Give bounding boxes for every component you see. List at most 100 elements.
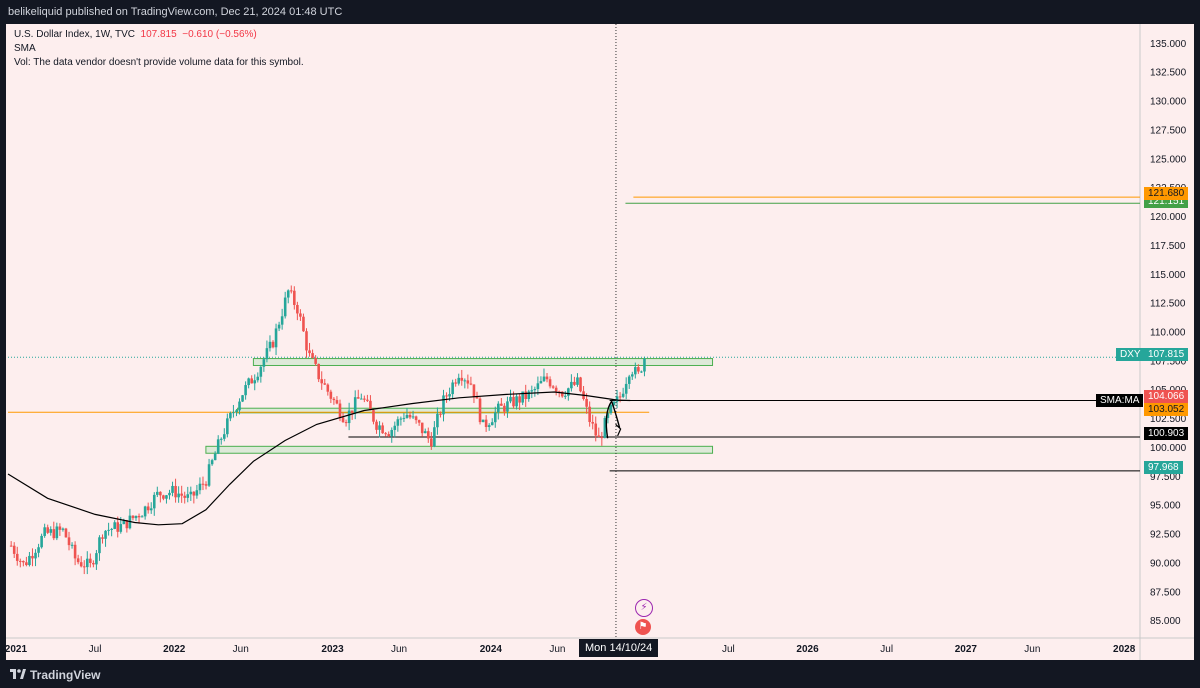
candle-body bbox=[509, 396, 512, 402]
candle-body bbox=[165, 495, 168, 499]
publisher-bar: belikeliquid published on TradingView.co… bbox=[0, 0, 1200, 24]
candle-body bbox=[463, 380, 467, 382]
candle-body bbox=[210, 460, 214, 465]
candle-body bbox=[530, 390, 534, 392]
candle-body bbox=[180, 493, 183, 496]
candle-body bbox=[207, 464, 211, 486]
candle-body bbox=[570, 381, 573, 389]
candle-body bbox=[466, 380, 470, 384]
candle-body bbox=[454, 382, 457, 384]
candle-body bbox=[387, 434, 391, 437]
candle-body bbox=[579, 377, 582, 392]
candle-body bbox=[393, 425, 397, 430]
candle-body bbox=[621, 393, 625, 397]
price-tick-label: 92.500 bbox=[1150, 530, 1181, 541]
candle-body bbox=[247, 378, 250, 386]
candle-body bbox=[95, 553, 98, 565]
candle-body bbox=[256, 376, 260, 381]
hand-drawn-arrow bbox=[605, 399, 621, 439]
candle-body bbox=[198, 483, 202, 491]
us-flag-event-icon[interactable]: ⚑ bbox=[635, 619, 651, 635]
candle-body bbox=[201, 483, 205, 485]
legend-last-price: 107.815 bbox=[140, 29, 177, 40]
candle-body bbox=[305, 331, 308, 351]
time-tick-label: Jun bbox=[233, 644, 249, 655]
candle-body bbox=[347, 410, 351, 424]
time-tick-label: 2021 bbox=[5, 644, 28, 655]
candle-body bbox=[548, 379, 552, 387]
candle-body bbox=[630, 374, 634, 377]
candle-body bbox=[186, 494, 190, 498]
candle-body bbox=[189, 491, 193, 495]
candle-body bbox=[521, 391, 524, 403]
candle-body bbox=[426, 431, 430, 439]
time-tick-label: 2027 bbox=[955, 644, 978, 655]
candle-body bbox=[390, 429, 394, 437]
legend-indicator[interactable]: SMA bbox=[14, 43, 36, 54]
candle-body bbox=[353, 397, 357, 414]
candle-body bbox=[113, 522, 116, 529]
candle-body bbox=[177, 493, 180, 498]
publisher-line: belikeliquid published on TradingView.co… bbox=[8, 6, 343, 18]
candle-body bbox=[381, 425, 384, 434]
candle-body bbox=[478, 398, 482, 423]
candle-body bbox=[299, 313, 302, 317]
time-tick-label: 2028 bbox=[1113, 644, 1136, 655]
candle-body bbox=[612, 401, 616, 405]
candle-body bbox=[384, 433, 387, 435]
candle-body bbox=[539, 381, 543, 384]
time-tick-label: Jul bbox=[89, 644, 102, 655]
price-tick-label: 95.000 bbox=[1150, 501, 1181, 512]
hand-drawn-arrowhead bbox=[615, 423, 622, 437]
candle-body bbox=[436, 413, 439, 428]
candle-body bbox=[323, 383, 327, 385]
candle-body bbox=[241, 395, 244, 402]
tradingview-logo-icon bbox=[10, 669, 26, 679]
candle-body bbox=[594, 423, 598, 436]
lightning-event-icon[interactable]: ⚡ bbox=[635, 599, 653, 617]
candle-body bbox=[31, 555, 34, 559]
candle-body bbox=[131, 515, 135, 519]
candle-body bbox=[567, 388, 570, 396]
candle-body bbox=[417, 420, 421, 423]
candle-body bbox=[615, 396, 619, 402]
candle-body bbox=[503, 405, 506, 412]
candle-body bbox=[332, 398, 336, 401]
candle-body bbox=[12, 545, 16, 554]
candle-body bbox=[171, 485, 174, 493]
candle-body bbox=[79, 562, 83, 567]
candle-body bbox=[213, 453, 217, 461]
candle-body bbox=[573, 381, 576, 385]
candle-body bbox=[34, 552, 37, 559]
candle-body bbox=[448, 394, 451, 397]
candle-body bbox=[283, 297, 287, 317]
candle-body bbox=[271, 341, 275, 348]
candle-body bbox=[643, 358, 646, 372]
candle-body bbox=[640, 371, 643, 373]
candle-body bbox=[152, 494, 156, 509]
level-97-tag: 97.968 bbox=[1144, 461, 1183, 474]
candle-body bbox=[515, 396, 518, 407]
time-tick-label: Jun bbox=[1024, 644, 1040, 655]
candle-body bbox=[43, 527, 46, 536]
price-tick-label: 120.000 bbox=[1150, 212, 1187, 223]
candle-body bbox=[232, 412, 235, 414]
candle-body bbox=[192, 491, 196, 496]
chart-area[interactable] bbox=[6, 24, 1194, 660]
brand-name: TradingView bbox=[30, 668, 101, 682]
candle-body bbox=[226, 418, 229, 435]
candle-body bbox=[591, 422, 594, 424]
candle-body bbox=[28, 555, 31, 566]
candle-body bbox=[451, 382, 454, 395]
candle-body bbox=[405, 414, 409, 418]
footer-bar: TradingView bbox=[0, 660, 1200, 688]
candle-body bbox=[420, 422, 424, 434]
price-tick-label: 125.000 bbox=[1150, 154, 1187, 165]
candle-body bbox=[369, 400, 372, 411]
candle-body bbox=[326, 384, 330, 392]
candle-body bbox=[104, 530, 107, 539]
time-tick-label: Jun bbox=[391, 644, 407, 655]
candle-body bbox=[460, 377, 464, 381]
candle-body bbox=[600, 437, 604, 439]
